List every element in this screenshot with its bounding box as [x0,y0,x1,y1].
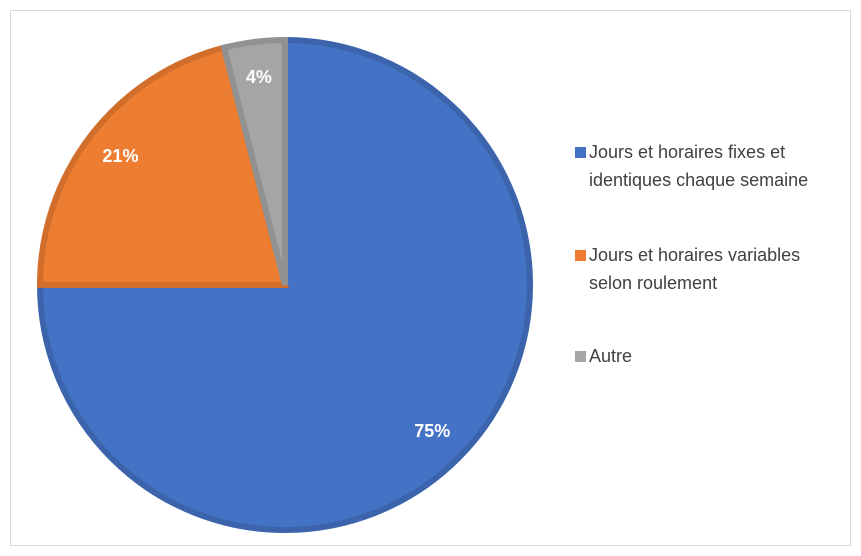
legend-item: Jours et horaires variables selon roulem… [575,241,845,297]
legend-item: Jours et horaires fixes et identiques ch… [575,138,845,194]
slice-label: 21% [102,146,138,166]
pie-slice [220,36,288,286]
slice-label: 75% [414,421,450,441]
pie-slice [36,44,289,288]
legend-item: Autre [575,342,845,370]
pie-slice [36,36,533,533]
legend-swatch [575,250,586,261]
legend-swatch [575,351,586,362]
slice-label: 4% [246,67,272,87]
legend-label: Autre [589,346,633,366]
legend-label: Jours et horaires fixes et identiques ch… [589,142,809,190]
legend-swatch [575,147,586,158]
legend-label: Jours et horaires variables selon roulem… [589,245,801,293]
